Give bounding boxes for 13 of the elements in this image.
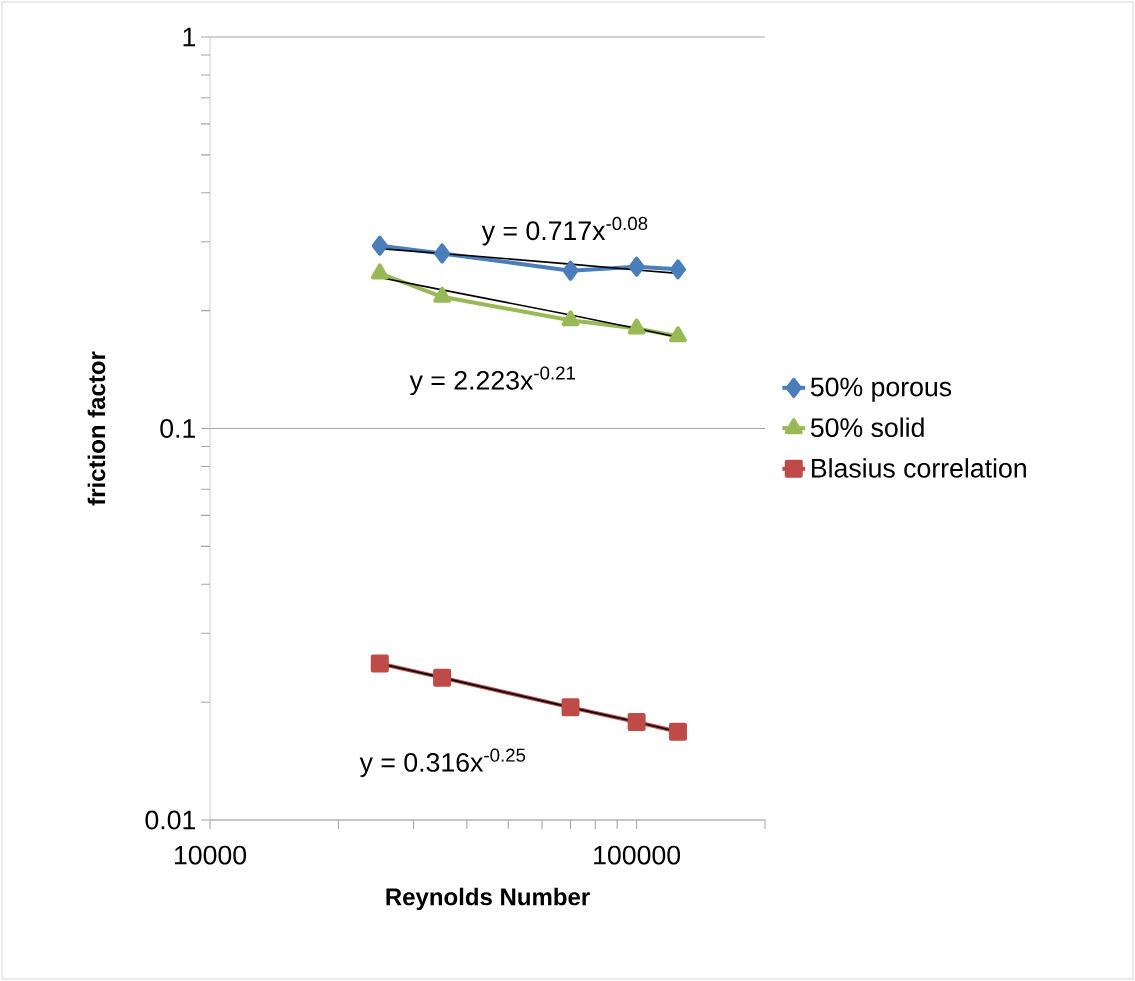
x-axis-title: Reynolds Number (386, 887, 590, 911)
annotation: y = 0.316x$^{-0.25}$ (359, 748, 526, 778)
y-tick-label: 0.1 (160, 419, 196, 438)
y-tick-label: 0.01 (145, 810, 196, 830)
legend-label: 50% porous (810, 377, 952, 402)
y-axis-title: friction factor (87, 351, 106, 506)
annotation: y = 2.223x$^{-0.21}$ (409, 366, 575, 396)
annotation: y = 0.717x$^{-0.08}$ (481, 216, 648, 246)
legend-label: Blasius correlation (812, 458, 1026, 478)
x-tick-label: 10000 (174, 845, 247, 865)
legend-label: 50% solid (810, 417, 924, 438)
x-tick-label: 100000 (594, 845, 681, 865)
y-tick-label: 1 (183, 27, 196, 47)
